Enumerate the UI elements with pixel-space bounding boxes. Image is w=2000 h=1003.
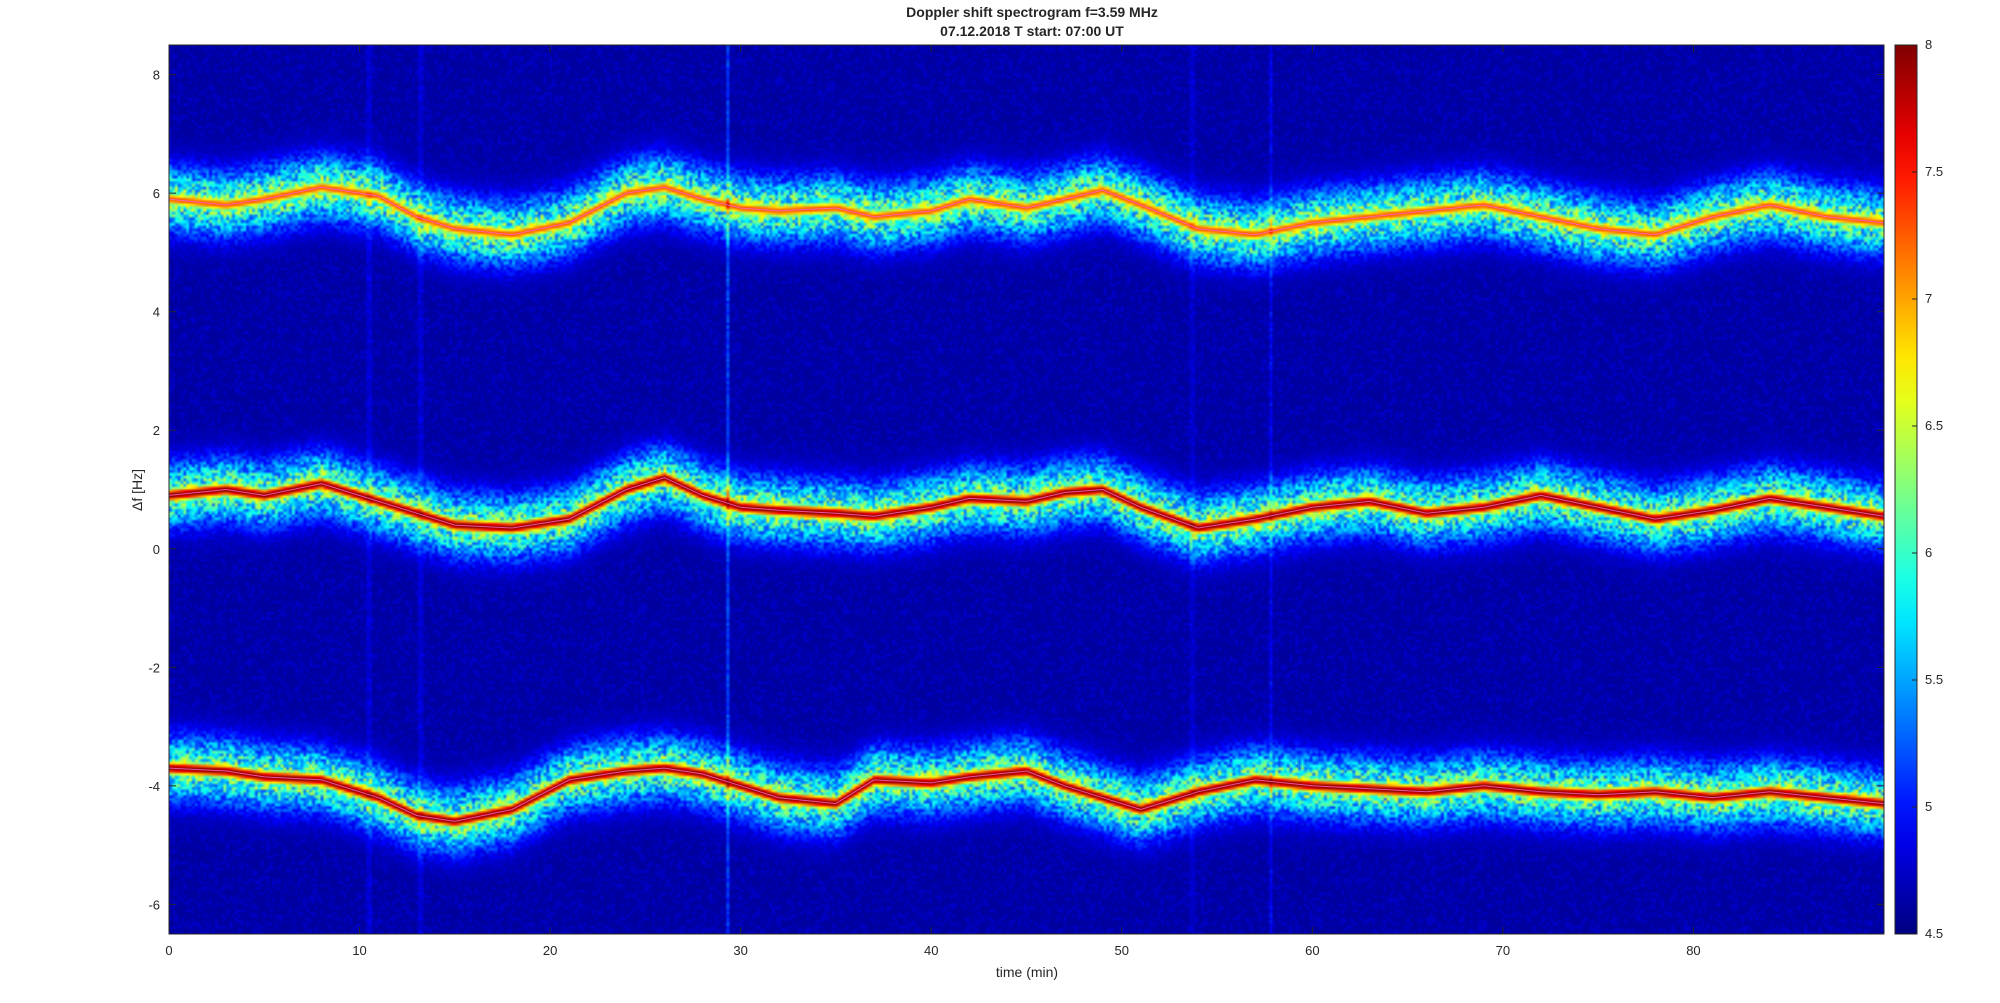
plot-area bbox=[168, 44, 1885, 935]
chart-subtitle: 07.12.2018 T start: 07:00 UT bbox=[940, 23, 1124, 39]
y-tick-label: 0 bbox=[153, 542, 160, 557]
x-tick-label: 40 bbox=[924, 943, 938, 958]
y-axis-label: Δf [Hz] bbox=[129, 469, 145, 511]
x-axis-label: time (min) bbox=[996, 964, 1058, 980]
colorbar-tick-label: 5.5 bbox=[1925, 672, 1943, 687]
y-tick-label: -6 bbox=[148, 897, 160, 912]
ridge-trace-3 bbox=[168, 767, 1885, 822]
y-tick-label: -2 bbox=[148, 660, 160, 675]
colorbar: 4.5 5 5.5 6 6.5 7 7.5 8 bbox=[1894, 37, 1943, 941]
chart-title: Doppler shift spectrogram f=3.59 MHz bbox=[906, 4, 1158, 20]
spectrogram-heatmap bbox=[169, 45, 1884, 934]
x-tick-label: 80 bbox=[1686, 943, 1700, 958]
y-tick-label: -4 bbox=[148, 779, 160, 794]
y-tick-label: 4 bbox=[153, 305, 160, 320]
colorbar-ticks: 4.5 5 5.5 6 6.5 7 7.5 8 bbox=[1912, 37, 1943, 941]
x-tick-label: 30 bbox=[733, 943, 747, 958]
colorbar-tick-label: 7.5 bbox=[1925, 164, 1943, 179]
x-tick-label: 20 bbox=[543, 943, 557, 958]
y-tick-label: 2 bbox=[153, 423, 160, 438]
y-tick-label: 8 bbox=[153, 68, 160, 83]
colorbar-tick-label: 6.5 bbox=[1925, 418, 1943, 433]
y-axis: -6 -4 -2 0 2 4 6 8 bbox=[148, 68, 1884, 912]
x-tick-label: 70 bbox=[1496, 943, 1510, 958]
x-tick-label: 60 bbox=[1305, 943, 1319, 958]
plot-frame bbox=[168, 44, 1885, 935]
ridge-trace-1 bbox=[168, 186, 1885, 236]
colorbar-gradient bbox=[1895, 45, 1917, 934]
x-tick-label: 10 bbox=[352, 943, 366, 958]
colorbar-tick-label: 4.5 bbox=[1925, 926, 1943, 941]
ridge-trace-2 bbox=[168, 477, 1885, 529]
colorbar-tick-label: 6 bbox=[1925, 545, 1932, 560]
x-axis: 0 10 20 30 40 50 60 70 80 bbox=[165, 45, 1701, 958]
colorbar-tick-label: 7 bbox=[1925, 291, 1932, 306]
colorbar-frame bbox=[1894, 44, 1918, 935]
x-tick-label: 50 bbox=[1115, 943, 1129, 958]
y-tick-label: 6 bbox=[153, 186, 160, 201]
colorbar-tick-label: 5 bbox=[1925, 799, 1932, 814]
ridge-trace-layer bbox=[168, 186, 1885, 822]
x-tick-label: 0 bbox=[165, 943, 172, 958]
colorbar-tick-label: 8 bbox=[1925, 37, 1932, 52]
